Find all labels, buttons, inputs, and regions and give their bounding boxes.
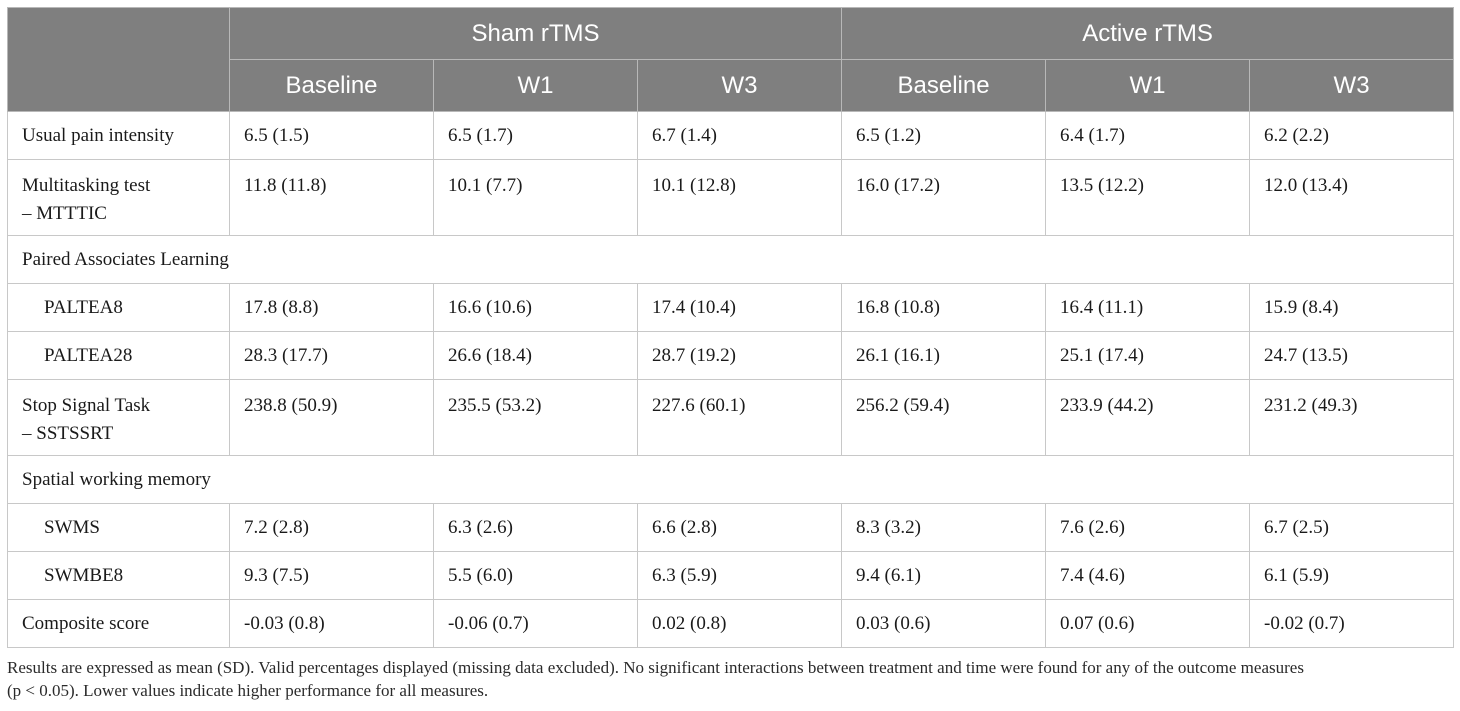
table-row: Multitasking test – MTTTIC 11.8 (11.8) 10.1… [7, 159, 1455, 236]
row-label-cell: PALTEA28 [7, 331, 230, 380]
corner-header-cell [7, 7, 230, 112]
timepoint-header-row: Baseline W1 W3 Baseline W1 W3 [8, 59, 1455, 112]
row-label-cell: Usual pain intensity [7, 111, 230, 160]
row-label-line: – MTTTIC [22, 203, 107, 224]
section-label: Spatial working memory [6, 455, 1455, 504]
value-cell: 238.8 (50.9) [229, 379, 434, 456]
group-header-active: Active rTMS [841, 7, 1455, 60]
row-label-line: PALTEA28 [44, 344, 133, 366]
table-row: PALTEA8 17.8 (8.8) 16.6 (10.6) 17.4 (10.4) 1… [7, 283, 1455, 332]
column-header-sham-w3: W3 [636, 59, 843, 112]
value-cell: 6.6 (2.8) [636, 503, 843, 552]
value-cell: 16.8 (10.8) [841, 283, 1047, 332]
row-label-cell: SWMBE8 [7, 551, 230, 600]
footnote-line-2: (p < 0.05). Lower values indicate higher… [7, 681, 489, 700]
value-cell: 5.5 (6.0) [433, 551, 638, 600]
row-label-cell: PALTEA8 [7, 283, 230, 332]
value-cell: 233.9 (44.2) [1045, 379, 1251, 456]
value-cell: -0.06 (0.7) [433, 599, 638, 648]
value-cell: 6.4 (1.7) [1045, 111, 1251, 160]
value-cell: 227.6 (60.1) [636, 379, 843, 456]
column-header-active-baseline: Baseline [841, 59, 1047, 112]
value-cell: 6.5 (1.2) [841, 111, 1047, 160]
value-cell: 16.0 (17.2) [841, 159, 1047, 236]
value-cell: 12.0 (13.4) [1249, 159, 1455, 236]
value-cell: 7.2 (2.8) [229, 503, 434, 552]
value-cell: 16.4 (11.1) [1045, 283, 1251, 332]
table-row: PALTEA28 28.3 (17.7) 26.6 (18.4) 28.7 (19.2… [7, 331, 1455, 380]
table-row: SWMS 7.2 (2.8) 6.3 (2.6) 6.6 (2.8) 8.3 (3.2)… [7, 503, 1455, 552]
section-label: Paired Associates Learning [6, 235, 1455, 284]
value-cell: 235.5 (53.2) [433, 379, 638, 456]
row-label-cell: Composite score [7, 599, 230, 648]
value-cell: 16.6 (10.6) [433, 283, 638, 332]
table-row: SWMBE8 9.3 (7.5) 5.5 (6.0) 6.3 (5.9) 9.4 (6.… [7, 551, 1455, 600]
value-cell: 6.3 (5.9) [636, 551, 843, 600]
value-cell: 9.3 (7.5) [229, 551, 434, 600]
value-cell: 6.7 (2.5) [1249, 503, 1455, 552]
value-cell: 6.3 (2.6) [433, 503, 638, 552]
value-cell: 13.5 (12.2) [1045, 159, 1251, 236]
group-header-sham: Sham rTMS [228, 7, 843, 60]
row-label-line: – SSTSSRT [22, 423, 114, 444]
value-cell: 17.4 (10.4) [636, 283, 843, 332]
value-cell: 25.1 (17.4) [1045, 331, 1251, 380]
row-label-line: Composite score [22, 612, 150, 634]
row-label-line: PALTEA8 [44, 296, 123, 318]
value-cell: 6.5 (1.7) [433, 111, 638, 160]
value-cell: 26.6 (18.4) [433, 331, 638, 380]
value-cell: 7.6 (2.6) [1045, 503, 1251, 552]
value-cell: 17.8 (8.8) [229, 283, 434, 332]
group-header-row: Sham rTMS Active rTMS [7, 7, 1455, 112]
table-row: Usual pain intensity 6.5 (1.5) 6.5 (1.7) 6.… [7, 111, 1455, 160]
column-header-sham-w1: W1 [433, 59, 638, 112]
value-cell: 26.1 (16.1) [841, 331, 1047, 380]
table-row: Stop Signal Task – SSTSSRT 238.8 (50.9) 235… [7, 379, 1455, 456]
value-cell: 231.2 (49.3) [1249, 379, 1455, 456]
value-cell: 24.7 (13.5) [1249, 331, 1455, 380]
results-table: Sham rTMS Active rTMS Baseline W1 W3 Bas… [6, 7, 1455, 648]
section-row: Spatial working memory [6, 455, 1455, 504]
value-cell: 6.2 (2.2) [1249, 111, 1455, 160]
row-label-cell: Stop Signal Task – SSTSSRT [7, 379, 230, 456]
value-cell: 28.3 (17.7) [229, 331, 434, 380]
value-cell: 10.1 (7.7) [433, 159, 638, 236]
value-cell: 28.7 (19.2) [636, 331, 843, 380]
column-header-sham-baseline: Baseline [229, 59, 434, 112]
column-header-active-w3: W3 [1249, 59, 1455, 112]
value-cell: -0.02 (0.7) [1249, 599, 1455, 648]
row-label-line: SWMS [44, 516, 100, 538]
value-cell: 6.5 (1.5) [229, 111, 434, 160]
value-cell: -0.03 (0.8) [229, 599, 434, 648]
value-cell: 8.3 (3.2) [841, 503, 1047, 552]
value-cell: 256.2 (59.4) [841, 379, 1047, 456]
value-cell: 0.03 (0.6) [841, 599, 1047, 648]
value-cell: 15.9 (8.4) [1249, 283, 1455, 332]
value-cell: 0.02 (0.8) [636, 599, 843, 648]
value-cell: 10.1 (12.8) [636, 159, 843, 236]
row-label-line: SWMBE8 [44, 564, 124, 586]
row-label-line: Multitasking test [22, 175, 151, 196]
table-footnote: Results are expressed as mean (SD). Vali… [7, 656, 1453, 702]
row-label-line: Usual pain intensity [22, 124, 174, 146]
section-row: Paired Associates Learning [6, 235, 1455, 284]
column-header-active-w1: W1 [1045, 59, 1251, 112]
value-cell: 7.4 (4.6) [1045, 551, 1251, 600]
table-header: Sham rTMS Active rTMS Baseline W1 W3 Bas… [7, 7, 1455, 112]
table-body: Usual pain intensity 6.5 (1.5) 6.5 (1.7) 6.… [6, 111, 1455, 648]
value-cell: 6.1 (5.9) [1249, 551, 1455, 600]
row-label-line: Stop Signal Task [22, 395, 151, 416]
footnote-line-1: Results are expressed as mean (SD). Vali… [7, 658, 1304, 677]
table-row: Composite score -0.03 (0.8) -0.06 (0.7) 0.0… [7, 599, 1455, 648]
value-cell: 9.4 (6.1) [841, 551, 1047, 600]
value-cell: 6.7 (1.4) [636, 111, 843, 160]
value-cell: 11.8 (11.8) [229, 159, 434, 236]
value-cell: 0.07 (0.6) [1045, 599, 1251, 648]
row-label-cell: Multitasking test – MTTTIC [7, 159, 230, 236]
row-label-cell: SWMS [7, 503, 230, 552]
